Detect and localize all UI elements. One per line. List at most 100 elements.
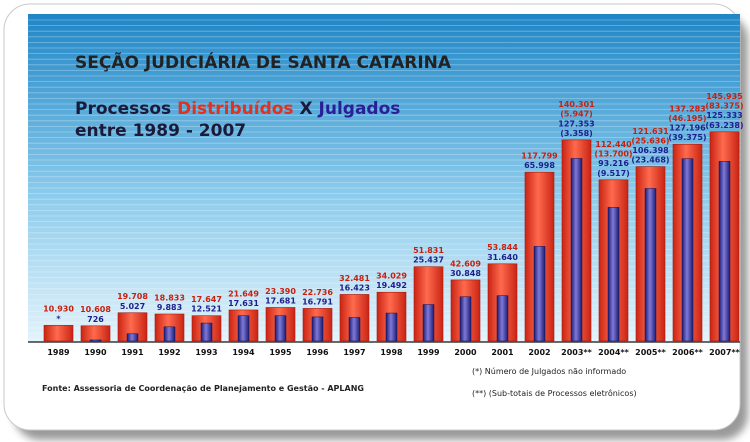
footnote-electronic: (**) (Sub-totais de Processos eletrônico… — [472, 388, 637, 398]
footnote-not-informed: (*) Número de Julgados não informado — [472, 367, 626, 376]
bar-judged — [644, 188, 657, 342]
data-label: 93.216 — [598, 159, 629, 168]
data-label: (39.375) — [668, 133, 706, 142]
x-tick-label: 1997 — [343, 348, 365, 357]
data-label: 51.831 — [413, 246, 444, 255]
data-label: 42.609 — [450, 259, 481, 268]
data-label: 19.492 — [376, 281, 407, 290]
data-label: 9.883 — [157, 303, 182, 312]
bar-judged — [311, 316, 324, 342]
data-label: 17.681 — [265, 296, 296, 305]
source-note: Fonte: Assessoria de Coordenação de Plan… — [42, 384, 364, 393]
x-tick-label: 2001 — [491, 348, 514, 357]
data-label: 23.390 — [265, 287, 296, 296]
bars — [43, 131, 740, 342]
subtitle-middle: X — [294, 99, 319, 119]
data-label: 5.027 — [120, 302, 145, 311]
bar-judged — [126, 333, 139, 342]
x-tick-label: 1991 — [121, 348, 144, 357]
data-label: 18.833 — [154, 293, 185, 302]
subtitle-judged: Julgados — [318, 99, 401, 119]
data-label: 121.631 — [632, 127, 669, 136]
data-label: 17.647 — [191, 295, 222, 304]
data-label: 117.799 — [521, 152, 558, 161]
bar-judged — [570, 158, 583, 342]
bar-judged — [718, 161, 731, 342]
data-label: 12.521 — [191, 305, 222, 314]
data-label: (83.375) — [705, 102, 743, 111]
x-tick-label: 2003** — [561, 348, 592, 357]
data-label: 127.196 — [669, 124, 706, 133]
x-tick-label: 1993 — [195, 348, 217, 357]
data-label: (23.468) — [631, 156, 669, 165]
data-label: (5.947) — [560, 110, 593, 119]
bar-judged — [607, 207, 620, 342]
data-label: 19.708 — [117, 292, 148, 301]
data-label: (13.700) — [594, 150, 632, 159]
subtitle-distributed: Distribuídos — [177, 99, 293, 119]
bar-judged — [422, 304, 435, 342]
data-label: 137.283 — [669, 104, 705, 113]
data-label: 16.791 — [302, 297, 333, 306]
x-tick-label: 1992 — [158, 348, 180, 357]
data-label: 10.608 — [80, 305, 111, 314]
data-label: 32.481 — [339, 274, 370, 283]
bar-judged — [496, 295, 509, 342]
x-tick-label: 2004** — [598, 348, 629, 357]
data-label: 125.333 — [706, 111, 742, 120]
data-label: (9.517) — [597, 169, 630, 178]
x-tick-label: 1989 — [47, 348, 70, 357]
data-label: 17.631 — [228, 299, 259, 308]
x-tick-label: 1990 — [84, 348, 107, 357]
bar-judged — [459, 296, 472, 342]
bar-judged — [533, 246, 546, 342]
x-tick-label: 2000 — [454, 348, 477, 357]
data-label: (25.636) — [631, 136, 669, 145]
data-label: 53.844 — [487, 243, 518, 252]
x-tick-label: 1998 — [380, 348, 403, 357]
data-label: 140.301 — [558, 100, 595, 109]
bar-judged — [385, 312, 398, 342]
bar-judged — [348, 317, 361, 342]
subtitle-prefix: Processos — [75, 99, 177, 119]
data-label: (63.238) — [705, 121, 743, 130]
data-label: 127.353 — [558, 119, 594, 128]
bar-judged — [163, 326, 176, 342]
chart-title: SEÇÃO JUDICIÁRIA DE SANTA CATARINA — [75, 50, 452, 73]
data-label: 145.935 — [706, 92, 743, 101]
x-tick-label: 2006** — [672, 348, 703, 357]
data-label: * — [56, 314, 61, 323]
x-tick-label: 1995 — [269, 348, 292, 357]
x-tick-label: 1999 — [417, 348, 440, 357]
x-tick-label: 1994 — [232, 348, 255, 357]
chart-subtitle-line1: Processos Distribuídos X Julgados — [75, 99, 400, 119]
data-label: 726 — [87, 315, 104, 324]
x-tick-label: 2005** — [635, 348, 666, 357]
bar-judged — [200, 322, 213, 342]
bar-judged — [89, 339, 102, 342]
x-tick-labels: 1989 1990 1991 1992 1993 1994 1995 1996 1997 1998… — [47, 348, 740, 357]
data-label: 65.998 — [524, 161, 555, 170]
bar-distributed — [80, 325, 111, 342]
data-label: 22.736 — [302, 288, 333, 297]
data-label: (46.195) — [668, 114, 706, 123]
data-label: 16.423 — [339, 283, 370, 292]
x-tick-label: 2007** — [709, 348, 740, 357]
bar-judged — [681, 158, 694, 342]
data-label: 21.649 — [228, 289, 259, 298]
data-label: 112.440 — [595, 140, 632, 149]
data-label: 31.640 — [487, 253, 518, 262]
data-label: (3.358) — [560, 129, 593, 138]
x-tick-label: 1996 — [306, 348, 329, 357]
chart-subtitle-line2: entre 1989 - 2007 — [75, 121, 246, 141]
data-label: 25.437 — [413, 256, 444, 265]
bar-distributed — [43, 325, 74, 342]
bar-judged — [274, 315, 287, 342]
data-label: 10.930 — [43, 305, 74, 314]
bar-judged — [237, 315, 250, 342]
data-label: 30.848 — [450, 269, 481, 278]
data-label: 106.398 — [632, 146, 669, 155]
data-label: 34.029 — [376, 272, 407, 281]
